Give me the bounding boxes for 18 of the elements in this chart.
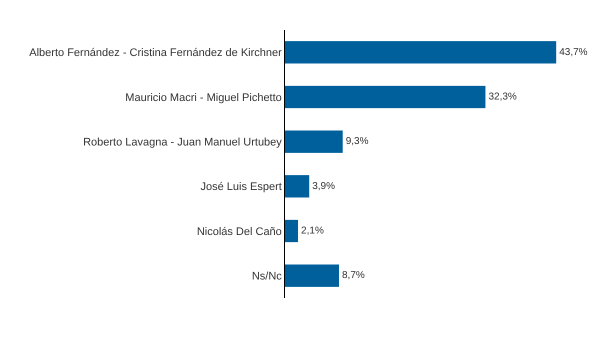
- data-label: 43,7%: [559, 46, 588, 58]
- data-label: 32,3%: [488, 92, 517, 102]
- y-tick-label: Alberto Fernández - Cristina Fernández de Kirchner: [29, 47, 282, 60]
- bar: [285, 86, 486, 108]
- data-label: 8,7%: [342, 270, 365, 282]
- y-tick-label: Nicolás Del Caño: [196, 226, 282, 238]
- bar: [285, 175, 310, 198]
- data-label: 3,9%: [312, 180, 336, 192]
- bar: [285, 130, 343, 153]
- y-tick-label: Ns/Nc: [252, 270, 282, 283]
- bar: [285, 41, 556, 64]
- data-label: 2,1%: [301, 226, 324, 236]
- bar: [285, 264, 339, 287]
- y-tick-label: Roberto Lavagna - Juan Manuel Urtubey: [83, 136, 282, 149]
- data-label: 9,3%: [346, 136, 369, 148]
- bar: [285, 220, 298, 242]
- y-tick-label: Mauricio Macri - Miguel Pichetto: [125, 92, 282, 104]
- y-tick-label: José Luis Espert: [200, 181, 282, 194]
